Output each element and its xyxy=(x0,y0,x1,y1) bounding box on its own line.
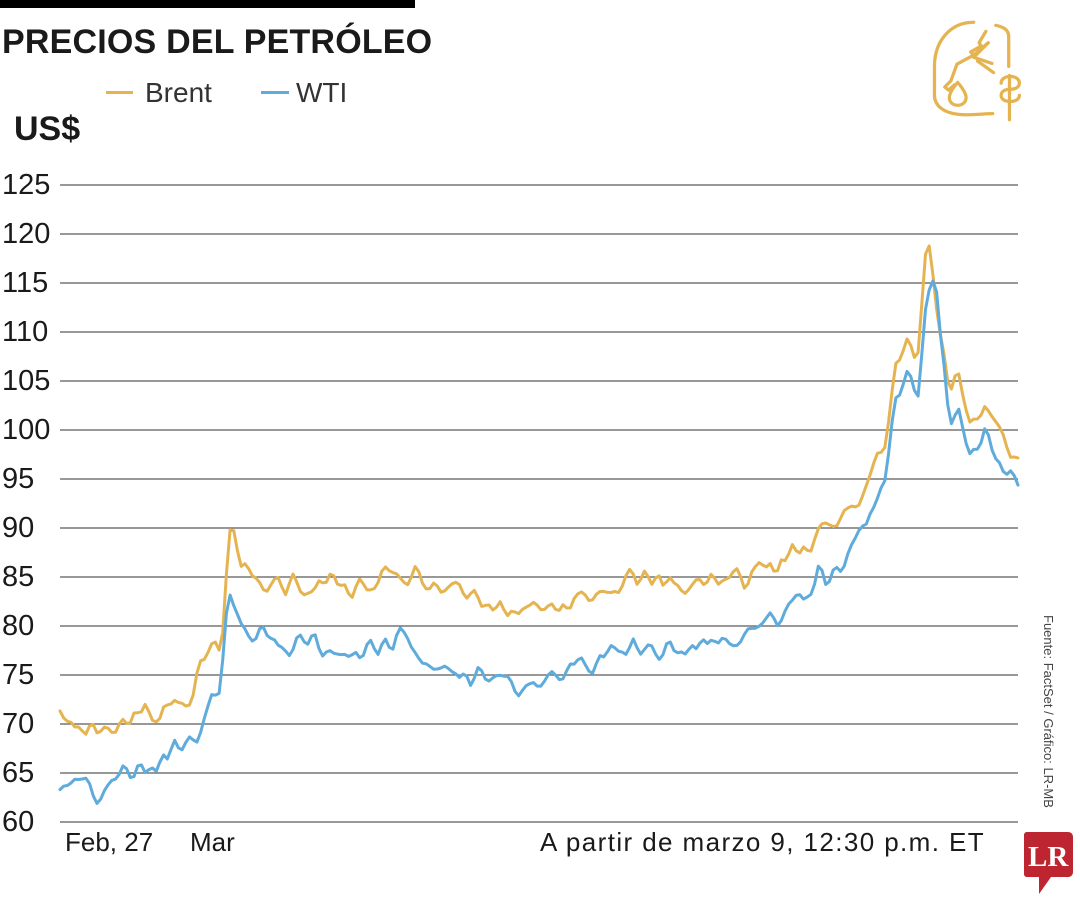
svg-text:110: 110 xyxy=(2,316,48,348)
svg-text:65: 65 xyxy=(2,757,34,789)
svg-text:70: 70 xyxy=(2,708,34,740)
svg-text:125: 125 xyxy=(2,169,50,201)
svg-text:90: 90 xyxy=(2,512,34,544)
svg-text:100: 100 xyxy=(2,414,50,446)
svg-text:95: 95 xyxy=(2,463,34,495)
svg-text:LR: LR xyxy=(1028,841,1069,873)
svg-text:75: 75 xyxy=(2,659,34,691)
svg-text:120: 120 xyxy=(2,218,50,250)
svg-text:85: 85 xyxy=(2,561,34,593)
svg-text:105: 105 xyxy=(2,365,50,397)
svg-text:60: 60 xyxy=(2,806,34,838)
svg-text:80: 80 xyxy=(2,610,34,642)
svg-text:115: 115 xyxy=(2,267,48,299)
